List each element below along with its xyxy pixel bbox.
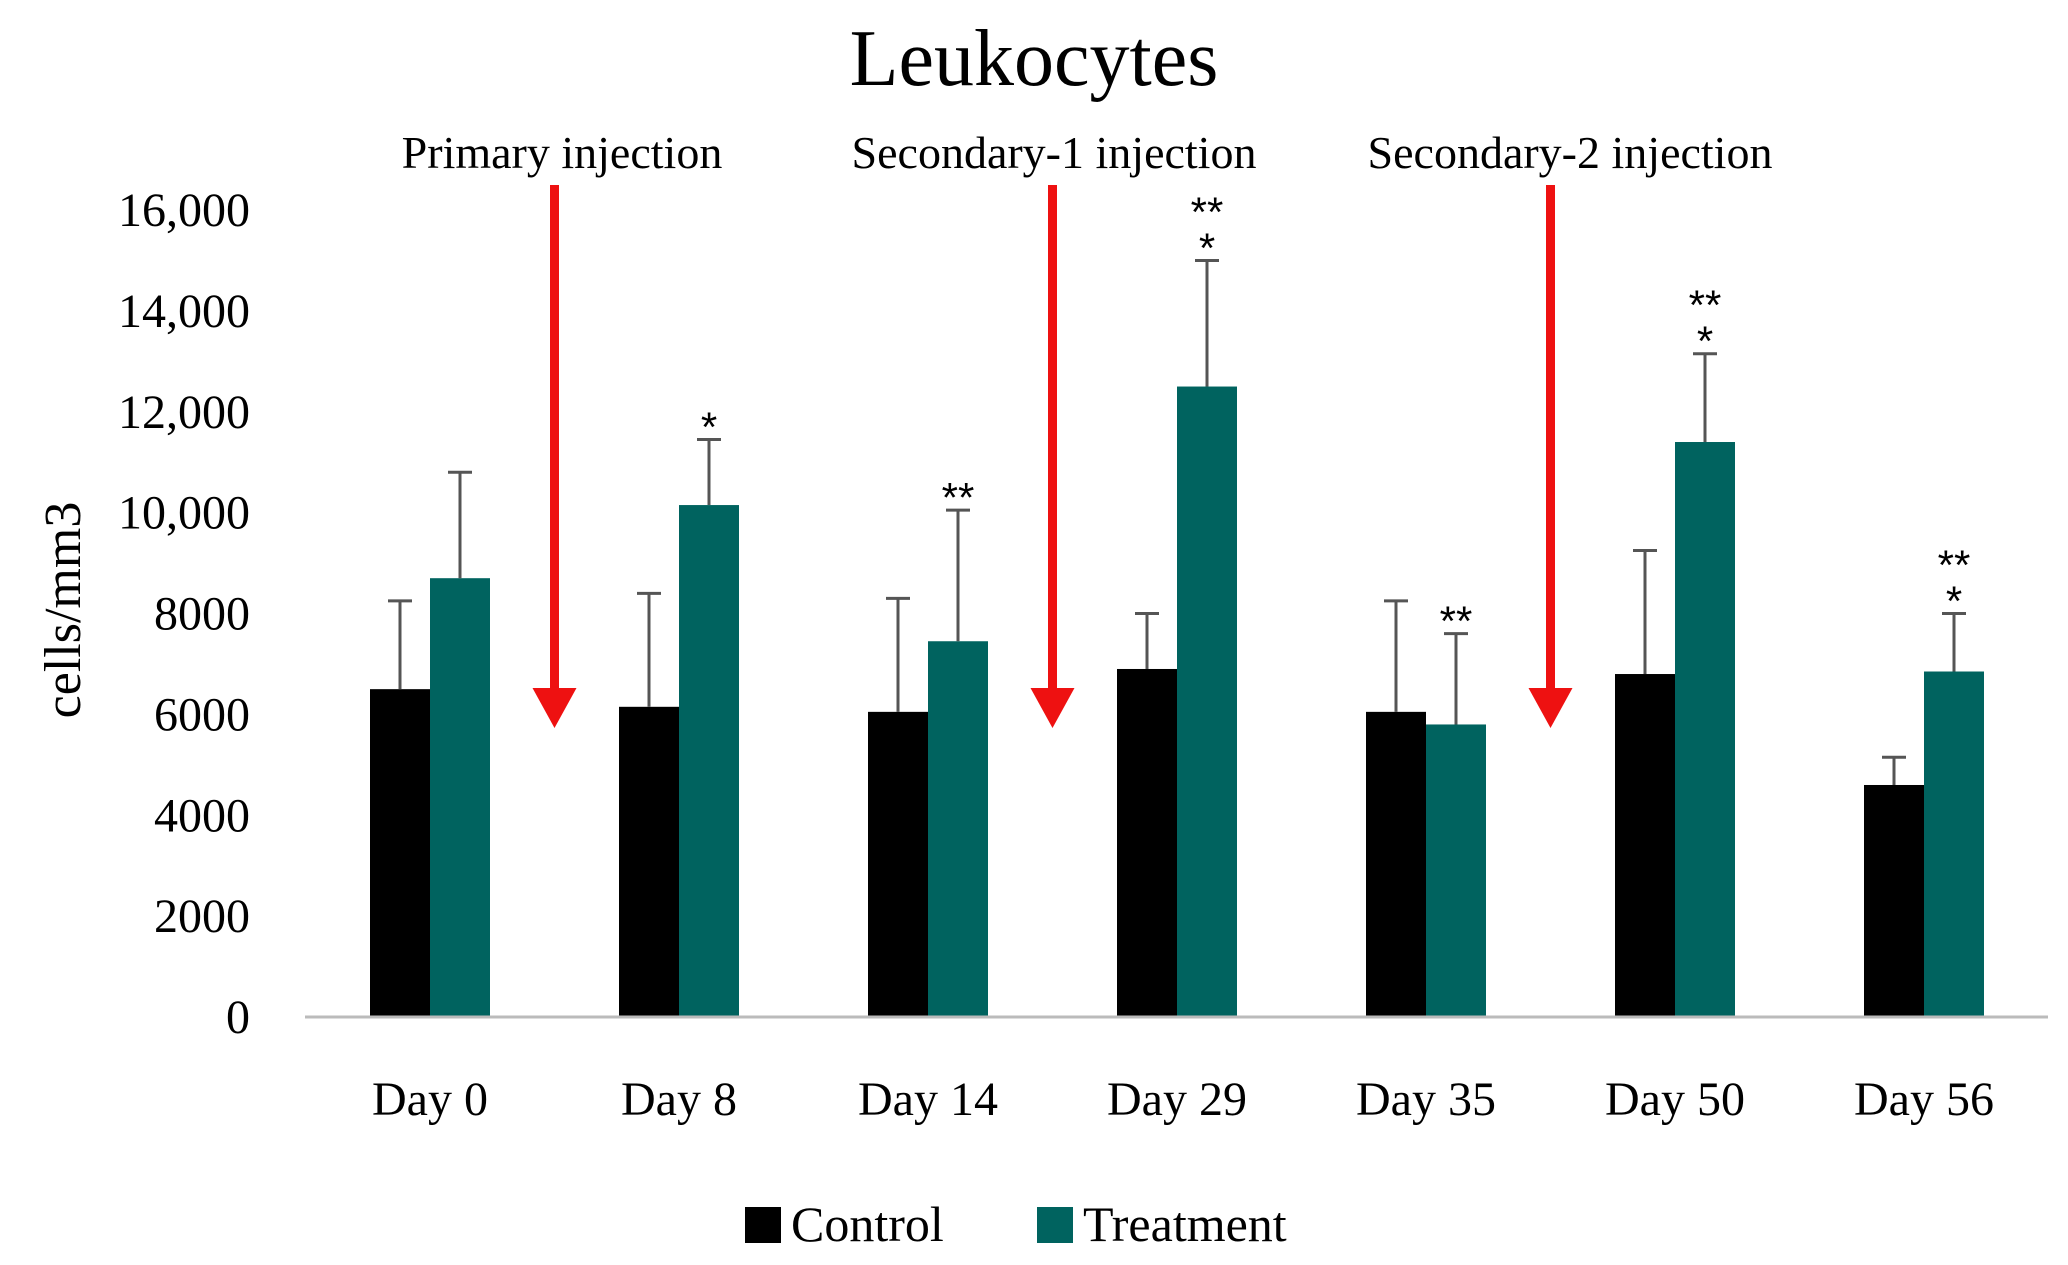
significance-marker: *: [701, 403, 717, 450]
bar-treatment-day-56: [1924, 671, 1984, 1017]
bar-treatment-day-50: [1675, 442, 1735, 1017]
injection-arrow-head: [1528, 688, 1573, 728]
y-tick-label: 4000: [154, 789, 250, 842]
injection-label: Primary injection: [402, 127, 723, 178]
significance-marker: *: [1199, 224, 1215, 271]
significance-marker: *: [1697, 318, 1713, 365]
significance-marker: *: [1946, 578, 1962, 625]
bar-control-day-29: [1117, 668, 1177, 1017]
y-tick-label: 2000: [154, 890, 250, 943]
significance-marker: **: [942, 474, 975, 521]
significance-marker: **: [1689, 282, 1722, 329]
bar-treatment-day-0: [430, 578, 490, 1017]
bar-control-day-35: [1366, 711, 1426, 1017]
plot-area: 0 2000 4000 6000 8000 10,000 12,000 14,000 16,00…: [118, 127, 2048, 1126]
bar-control-day-14: [868, 711, 928, 1017]
injection-arrow-head: [532, 688, 577, 728]
y-tick-label: 0: [226, 991, 250, 1044]
significance-marker: **: [1938, 542, 1971, 589]
injection-label: Secondary-2 injection: [1368, 127, 1773, 178]
y-axis-label: cells/mm3: [35, 502, 92, 719]
legend-swatch-treatment: [1037, 1207, 1073, 1243]
y-tick-label: 12,000: [118, 386, 250, 439]
x-tick-label: Day 35: [1356, 1073, 1496, 1126]
injection-arrow-head: [1030, 688, 1075, 728]
bar-control-day-0: [370, 689, 430, 1017]
y-tick-label: 16,000: [118, 184, 250, 237]
legend-swatch-control: [745, 1207, 781, 1243]
y-tick-label: 8000: [154, 588, 250, 641]
y-tick-label: 6000: [154, 688, 250, 741]
x-tick-label: Day 29: [1107, 1073, 1247, 1126]
x-tick-label: Day 8: [621, 1073, 737, 1126]
chart-title: Leukocytes: [850, 15, 1219, 103]
injection-label: Secondary-1 injection: [852, 127, 1257, 178]
y-tick-label: 10,000: [118, 487, 250, 540]
x-tick-label: Day 0: [372, 1073, 488, 1126]
x-tick-label: Day 14: [858, 1073, 998, 1126]
legend-label-control: Control: [791, 1196, 944, 1252]
significance-marker: **: [1440, 598, 1473, 645]
bar-control-day-56: [1864, 784, 1924, 1017]
x-tick-label: Day 50: [1605, 1073, 1745, 1126]
bar-control-day-8: [619, 706, 679, 1017]
legend-label-treatment: Treatment: [1083, 1196, 1287, 1252]
bar-control-day-50: [1615, 674, 1675, 1017]
legend: Control Treatment: [745, 1196, 1287, 1252]
significance-marker: **: [1191, 188, 1224, 235]
bar-treatment-day-35: [1426, 724, 1486, 1017]
y-tick-label: 14,000: [118, 285, 250, 338]
bar-treatment-day-29: [1177, 386, 1237, 1017]
bar-treatment-day-14: [928, 641, 988, 1017]
bar-treatment-day-8: [679, 505, 739, 1017]
x-tick-label: Day 56: [1854, 1073, 1994, 1126]
